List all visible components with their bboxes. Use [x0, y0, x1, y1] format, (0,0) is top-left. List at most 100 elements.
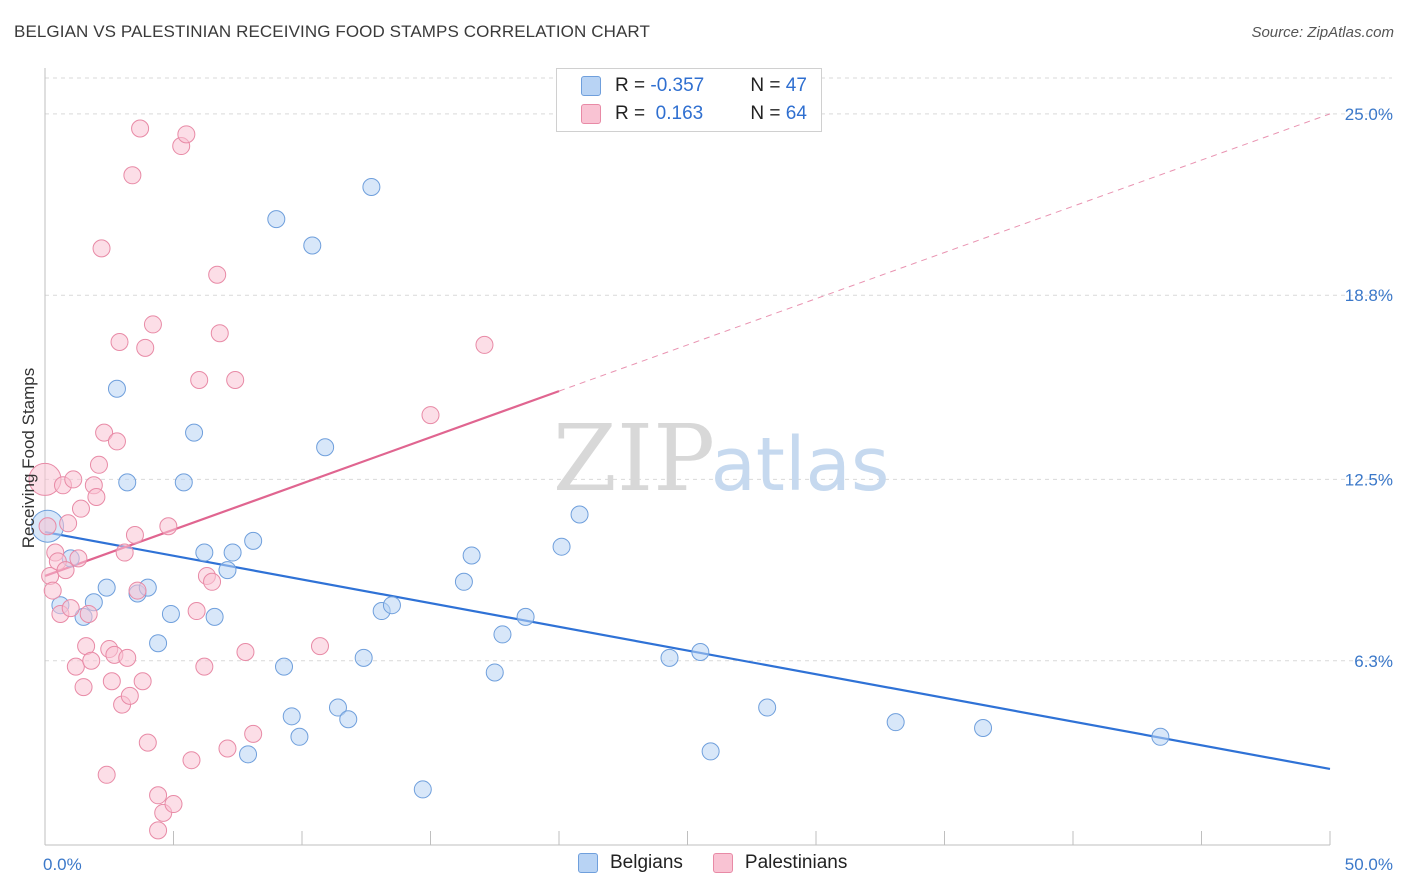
point-belgians: [974, 719, 993, 738]
point-palestinians: [244, 724, 263, 743]
trendline-belgians: [44, 530, 1331, 771]
y-tick-label: 12.5%: [1345, 470, 1393, 489]
point-palestinians: [74, 678, 93, 697]
axis-layer: [44, 68, 1331, 846]
point-palestinians: [195, 657, 214, 676]
legend-n-value: 64: [785, 103, 807, 124]
chart-title: BELGIAN VS PALESTINIAN RECEIVING FOOD ST…: [14, 22, 650, 41]
point-belgians: [485, 663, 504, 682]
point-belgians: [275, 657, 294, 676]
point-palestinians: [125, 526, 144, 544]
point-palestinians: [187, 602, 206, 621]
point-belgians: [552, 537, 571, 556]
legend-r-label: R =: [615, 103, 651, 124]
legend-n-label: N =: [750, 75, 786, 96]
point-palestinians: [208, 265, 227, 284]
point-belgians: [570, 505, 589, 524]
legend-n-value: 47: [785, 75, 807, 96]
legend-n-label: N =: [750, 103, 786, 124]
point-palestinians: [43, 581, 62, 600]
point-belgians: [516, 607, 535, 626]
trend-layer: [44, 113, 1331, 771]
y-tick-label: 25.0%: [1345, 105, 1393, 124]
point-belgians: [462, 546, 481, 565]
x-tick-label: 0.0%: [43, 855, 82, 874]
legend-row-palestinians: R = 0.163 N = 64: [581, 101, 807, 127]
legend-r-value: 0.163: [650, 103, 704, 124]
point-palestinians: [61, 599, 80, 618]
watermark-zip: ZIP: [553, 405, 715, 512]
point-palestinians: [226, 371, 245, 389]
x-tick-label: 50.0%: [1345, 855, 1393, 874]
point-palestinians: [56, 561, 75, 580]
source-label: Source: ZipAtlas.com: [1251, 24, 1394, 41]
point-belgians: [244, 531, 263, 550]
point-belgians: [382, 596, 401, 615]
points-layer: [28, 119, 1170, 840]
watermark-atlas: atlas: [711, 422, 890, 508]
point-palestinians: [89, 455, 108, 474]
point-belgians: [218, 561, 237, 580]
point-palestinians: [123, 166, 142, 185]
point-belgians: [205, 607, 224, 626]
legend-swatch-palestinians: [581, 104, 601, 124]
point-belgians: [239, 745, 258, 764]
point-palestinians: [182, 751, 201, 770]
point-belgians: [118, 473, 137, 492]
point-belgians: [413, 780, 432, 799]
y-axis-label: Receiving Food Stamps: [19, 368, 38, 548]
point-palestinians: [59, 514, 78, 533]
legend-item-belgians: Belgians: [578, 852, 683, 874]
point-palestinians: [203, 572, 222, 591]
point-palestinians: [102, 672, 121, 691]
point-palestinians: [421, 406, 440, 425]
point-belgians: [701, 742, 720, 761]
point-belgians: [1151, 727, 1170, 746]
series-legend: Belgians Palestinians: [578, 852, 877, 874]
point-belgians: [185, 423, 204, 442]
trendline-extension-palestinians: [558, 113, 1331, 392]
point-palestinians: [115, 543, 134, 562]
y-tick-label: 6.3%: [1354, 652, 1393, 671]
point-belgians: [97, 578, 116, 597]
point-palestinians: [87, 487, 106, 506]
point-belgians: [339, 710, 358, 729]
legend-r-label: R =: [615, 75, 651, 96]
point-belgians: [316, 438, 335, 457]
point-belgians: [149, 634, 168, 653]
point-palestinians: [66, 657, 85, 676]
point-palestinians: [69, 549, 88, 568]
point-belgians: [886, 713, 905, 732]
legend-r-value: -0.357: [650, 75, 705, 96]
point-belgians: [758, 698, 777, 717]
point-palestinians: [143, 315, 162, 334]
grid-layer: [45, 77, 1392, 662]
point-belgians: [107, 379, 126, 398]
point-palestinians: [149, 786, 168, 805]
point-palestinians: [95, 423, 114, 442]
point-palestinians: [71, 499, 90, 518]
point-palestinians: [82, 651, 101, 670]
legend-item-palestinians: Palestinians: [712, 852, 847, 874]
point-palestinians: [107, 432, 126, 451]
point-palestinians: [475, 335, 494, 354]
point-belgians: [282, 707, 301, 726]
legend-row-belgians: R = -0.357 N = 47: [581, 73, 807, 99]
legend-swatch-belgians: [578, 853, 598, 873]
stats-legend: R = -0.357 N = 47 R = 0.163 N = 64: [556, 68, 822, 132]
point-palestinians: [110, 332, 129, 351]
point-palestinians: [38, 517, 57, 536]
y-tick-label: 18.8%: [1345, 286, 1393, 305]
point-palestinians: [218, 739, 237, 758]
point-belgians: [195, 543, 214, 562]
point-belgians: [362, 177, 381, 196]
point-palestinians: [131, 119, 150, 138]
point-palestinians: [136, 338, 155, 357]
point-palestinians: [79, 604, 98, 623]
point-belgians: [354, 648, 373, 667]
legend-swatch-belgians: [581, 76, 601, 96]
point-palestinians: [210, 324, 229, 343]
point-palestinians: [159, 517, 178, 536]
point-palestinians: [97, 765, 116, 784]
point-palestinians: [190, 371, 209, 389]
